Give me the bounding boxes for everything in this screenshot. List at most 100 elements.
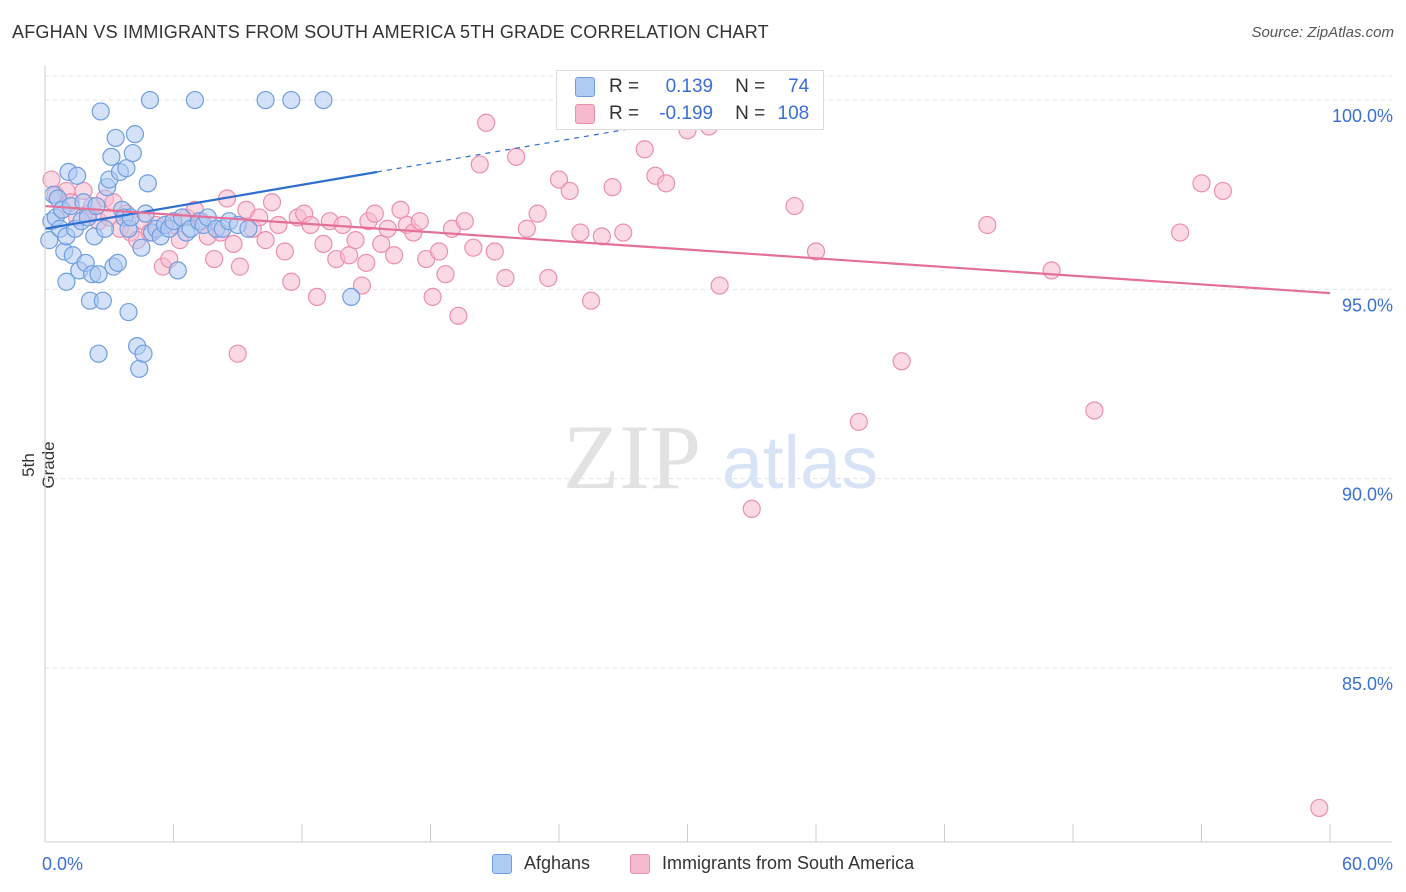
south-america-point (314, 234, 333, 254)
legend-row-afghans: R = 0.139 N = 74 (575, 74, 809, 100)
south-america-point (230, 257, 249, 276)
south-america-point (517, 219, 536, 238)
south-america-point (410, 212, 429, 231)
south-america-point (436, 265, 455, 284)
south-america-point (228, 344, 247, 363)
correlation-legend: R = 0.139 N = 74 R = -0.199 N = 108 (556, 70, 824, 130)
y-tick-label: 100.0% (1332, 106, 1393, 126)
afghan-point (108, 253, 127, 272)
south-america-point (384, 246, 404, 265)
r-value: 0.139 (665, 76, 714, 97)
legend-item-afghans[interactable]: Afghans (492, 853, 590, 874)
south-america-point (614, 223, 633, 242)
south-america-point (539, 268, 558, 288)
south-america-point (256, 231, 275, 250)
watermark-zip: ZIP (563, 406, 701, 508)
south-america-point (357, 253, 376, 272)
south-america-point (742, 499, 761, 518)
legend-swatch-south-america (575, 104, 595, 124)
n-value: 108 (777, 103, 810, 124)
south-america-point (449, 306, 468, 325)
south-america-point (423, 287, 442, 307)
south-america-point (269, 215, 288, 235)
south-america-point (346, 231, 365, 250)
south-america-point (429, 242, 449, 261)
south-america-point (372, 234, 391, 254)
south-america-point (849, 412, 868, 431)
afghan-point (91, 102, 110, 121)
south-america-point (470, 155, 489, 174)
legend-item-south-america[interactable]: Immigrants from South America (630, 853, 914, 874)
south-america-point (1170, 223, 1190, 242)
chart-title: AFGHAN VS IMMIGRANTS FROM SOUTH AMERICA … (12, 22, 769, 42)
south-america-point (485, 242, 504, 261)
legend-swatch-afghans (575, 77, 595, 97)
south-america-trendline (44, 204, 1331, 295)
afghan-point (117, 159, 136, 178)
n-label: N = (735, 76, 766, 97)
afghan-point (314, 90, 333, 110)
afghan-point (95, 219, 115, 238)
south-america-point (603, 178, 622, 197)
n-label: N = (735, 103, 766, 124)
afghan-point (125, 125, 145, 144)
legend-swatch-afghans (492, 853, 512, 874)
y-tick-label: 90.0% (1342, 485, 1393, 505)
afghan-point (282, 90, 301, 110)
south-america-point (656, 174, 676, 193)
grid-layer (45, 75, 1392, 669)
afghan-point (57, 272, 76, 291)
legend-swatch-south-america (630, 853, 650, 874)
south-america-point (582, 291, 601, 310)
afghan-point (138, 174, 157, 193)
afghan-point (119, 302, 138, 322)
south-america-point (282, 272, 301, 291)
south-america-point (262, 193, 282, 212)
afghan-point (239, 219, 258, 238)
south-america-point (785, 196, 804, 216)
south-america-point (205, 249, 224, 269)
south-america-point (477, 113, 496, 132)
south-america-point (978, 215, 997, 235)
afghan-point (106, 128, 125, 148)
afghan-point (132, 238, 151, 257)
legend-label-afghans: Afghans (524, 853, 591, 873)
south-america-point (560, 181, 579, 201)
legend-label-south-america: Immigrants from South America (662, 853, 915, 873)
afghan-point (185, 90, 205, 110)
x-tick-label: 60.0% (1342, 854, 1393, 874)
y-tick-label: 95.0% (1342, 295, 1393, 315)
afghan-point (168, 261, 187, 280)
afghan-point (134, 344, 153, 363)
south-america-point (571, 223, 590, 242)
south-america-point (340, 246, 359, 265)
afghan-point (89, 265, 108, 284)
afghan-point (89, 344, 108, 363)
south-america-point (528, 204, 547, 223)
afghan-point (93, 291, 112, 310)
south-america-point (275, 242, 294, 261)
south-america-point (1213, 181, 1233, 201)
afghan-trendline (44, 170, 378, 230)
south-america-point (1085, 401, 1104, 420)
legend-row-south-america: R = -0.199 N = 108 (575, 101, 809, 127)
south-america-point (365, 204, 384, 223)
south-america-point (710, 276, 729, 295)
n-value: 74 (788, 76, 810, 97)
south-america-point (307, 287, 327, 307)
south-america-point (496, 268, 515, 288)
afghan-point (123, 143, 142, 163)
south-america-point (352, 276, 372, 295)
x-tick-label: 0.0% (42, 854, 83, 874)
south-america-point (635, 140, 654, 159)
south-america-point (391, 200, 410, 219)
r-value: -0.199 (659, 103, 714, 124)
afghan-point (342, 287, 361, 307)
south-america-point (224, 234, 243, 254)
r-label: R = (609, 103, 640, 124)
afghan-point (140, 90, 160, 110)
afghan-point (256, 90, 275, 110)
r-label: R = (609, 76, 640, 97)
south-america-point (1042, 261, 1061, 280)
